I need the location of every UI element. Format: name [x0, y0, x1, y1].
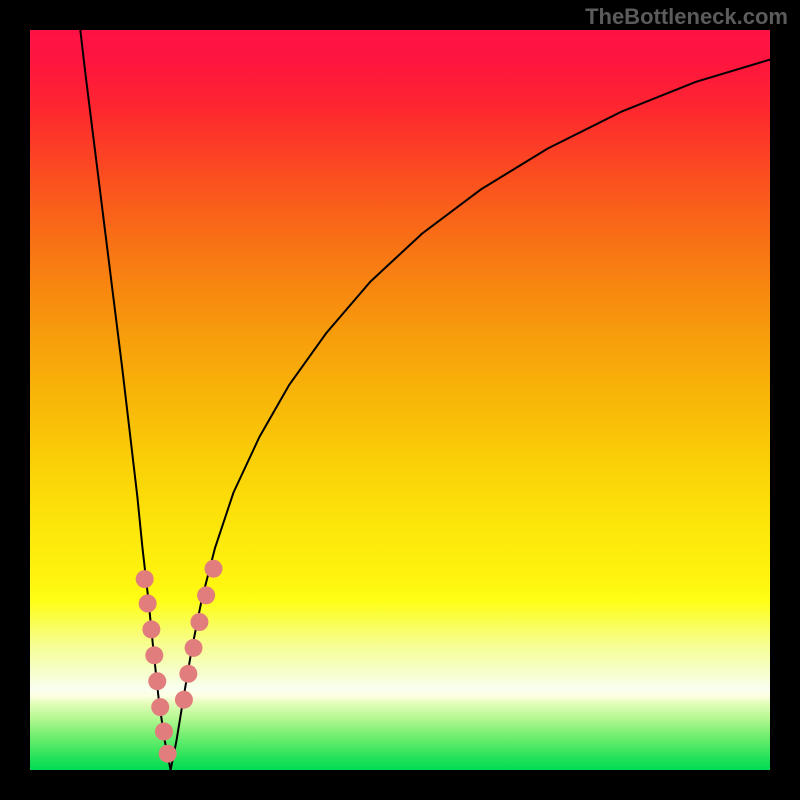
stitch-marker [151, 698, 169, 716]
chart-root: TheBottleneck.com [0, 0, 800, 800]
stitch-marker [179, 665, 197, 683]
stitch-marker [139, 595, 157, 613]
stitch-marker [205, 560, 223, 578]
stitch-marker [197, 586, 215, 604]
stitch-marker [142, 620, 160, 638]
stitch-marker [155, 723, 173, 741]
chart-background [30, 30, 770, 770]
chart-svg [30, 30, 770, 770]
stitch-marker [185, 639, 203, 657]
stitch-marker [136, 570, 154, 588]
watermark-text: TheBottleneck.com [585, 4, 788, 30]
stitch-marker [190, 613, 208, 631]
stitch-marker [159, 745, 177, 763]
stitch-marker [145, 646, 163, 664]
plot-area [30, 30, 770, 770]
stitch-marker [148, 672, 166, 690]
stitch-marker [175, 691, 193, 709]
